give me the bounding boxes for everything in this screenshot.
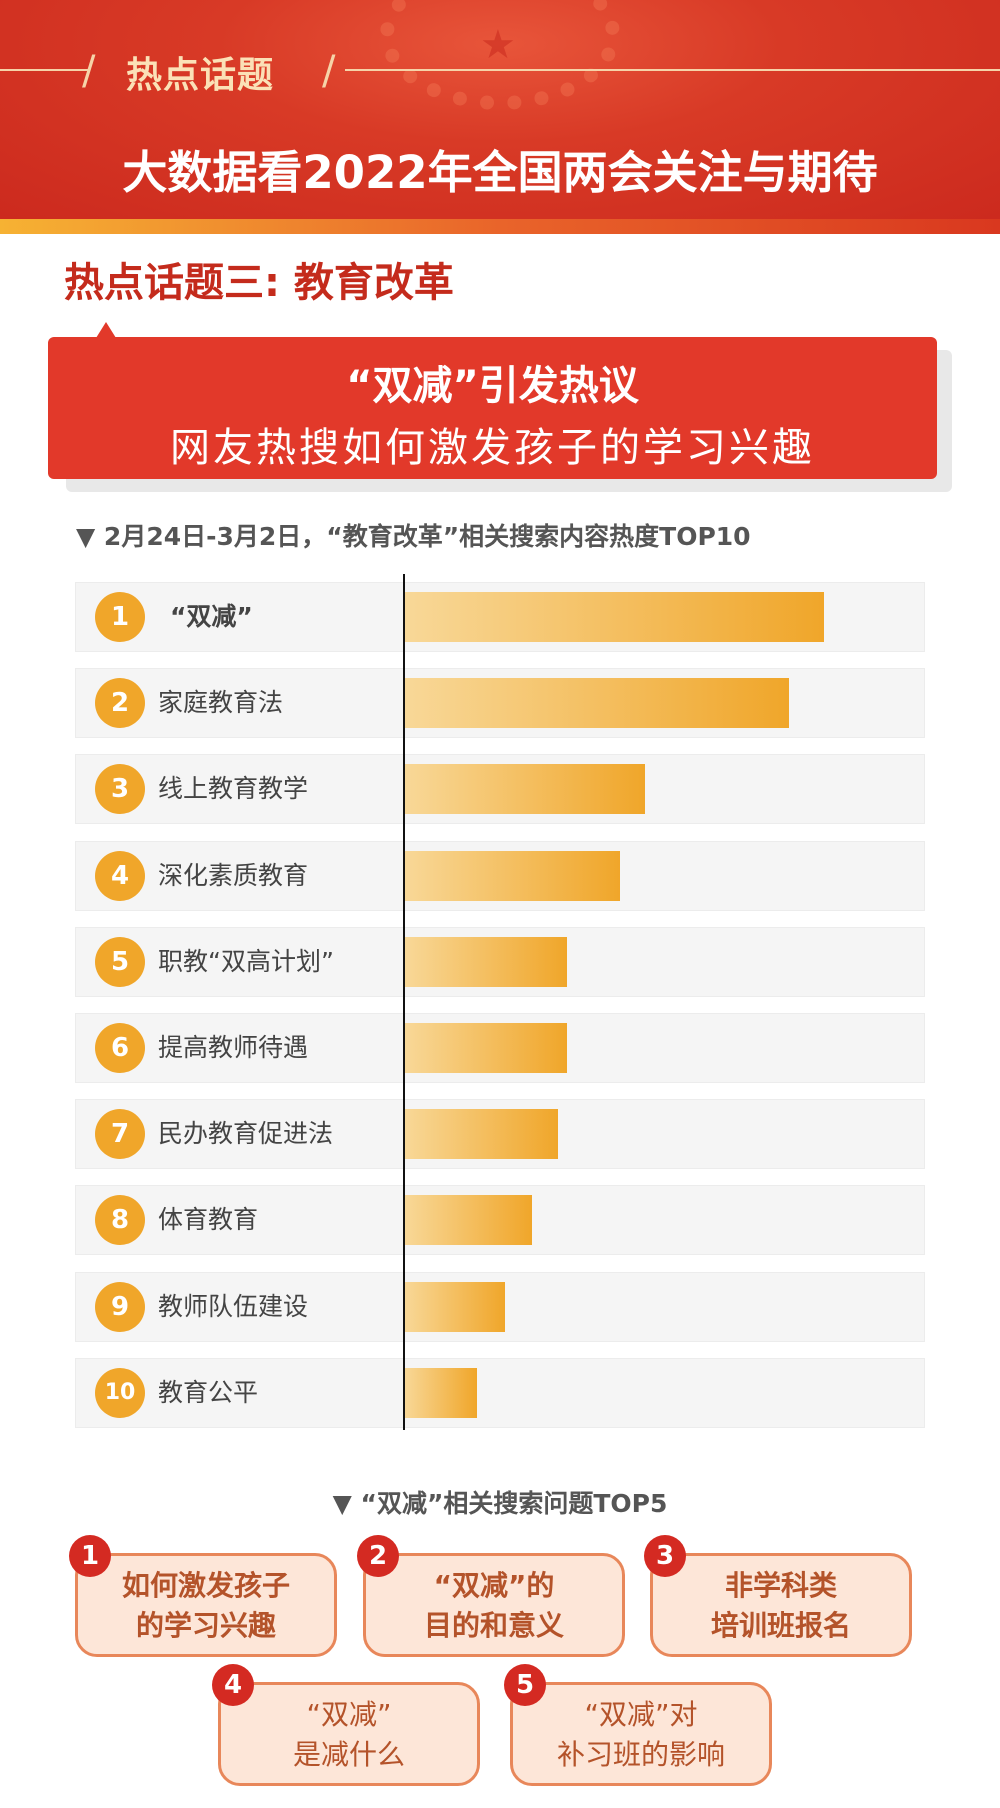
category-label: 家庭教育法 (158, 688, 284, 718)
banner-headline: “双减”引发热议 (346, 363, 639, 409)
rank-badge: 1 (69, 1535, 111, 1577)
bar (404, 1367, 478, 1418)
rank-badge: 3 (644, 1535, 686, 1577)
rank-badge: 4 (212, 1664, 254, 1706)
category-label: 教师队伍建设 (158, 1291, 309, 1321)
rank-badge: 8 (95, 1195, 145, 1246)
bar (404, 592, 824, 642)
category-label: “双减” (170, 602, 253, 631)
question-line: 如何激发孩子 (121, 1569, 290, 1602)
question-card: 非学科类 培训班报名 (650, 1553, 912, 1657)
category-label: 教育公平 (158, 1377, 259, 1407)
category-label: 体育教育 (158, 1205, 259, 1235)
question-line: 的学习兴趣 (135, 1609, 276, 1642)
pointer-triangle (96, 322, 116, 338)
category-label: 线上教育教学 (158, 774, 309, 804)
rank-badge: 7 (95, 1109, 145, 1160)
bar (404, 1109, 559, 1160)
question-line: “双减”对 (584, 1698, 698, 1731)
question-line: 培训班报名 (710, 1609, 851, 1642)
page-title: 大数据看2022年全国两会关注与期待 (122, 146, 878, 199)
question-line: “双减” (306, 1698, 392, 1731)
category-label: 民办教育促进法 (158, 1119, 334, 1149)
question-card: 如何激发孩子 的学习兴趣 (75, 1553, 337, 1657)
question-line: 非学科类 (724, 1569, 837, 1602)
rank-badge: 4 (95, 850, 145, 901)
bar (404, 1023, 567, 1073)
bar (404, 764, 646, 815)
rank-badge: 6 (95, 1023, 145, 1073)
question-line: 是减什么 (292, 1738, 405, 1771)
rank-badge: 3 (95, 764, 145, 815)
question-card: “双减”对补习班的影响 (510, 1682, 772, 1786)
slash-decoration: / (322, 48, 336, 94)
question-card: “双减” 是减什么 (218, 1682, 480, 1786)
rank-badge: 2 (357, 1535, 399, 1577)
topic-heading: 热点话题三: 教育改革 (64, 260, 454, 306)
accent-stripe (0, 219, 1000, 234)
chart-title: ▼ 2月24日-3月2日，“教育改革”相关搜索内容热度TOP10 (76, 522, 751, 551)
rank-badge: 5 (95, 936, 145, 987)
rank-badge: 9 (95, 1281, 145, 1332)
highlight-banner: “双减”引发热议 网友热搜如何激发孩子的学习兴趣 (48, 337, 937, 479)
bar (404, 1195, 533, 1246)
rank-badge: 10 (95, 1367, 145, 1418)
question-card: “双减”的目的和意义 (363, 1553, 625, 1657)
question-line: 目的和意义 (423, 1609, 564, 1642)
bar (404, 850, 620, 901)
banner-subline: 网友热搜如何激发孩子的学习兴趣 (170, 425, 815, 471)
category-label: 深化素质教育 (158, 860, 309, 890)
chart-axis (403, 574, 405, 1430)
header-banner: ★ / 热点话题 / 大数据看2022年全国两会关注与期待 (0, 0, 1000, 219)
rank-badge: 5 (504, 1664, 546, 1706)
slash-decoration: / (82, 48, 96, 94)
category-label: 提高教师待遇 (158, 1033, 309, 1062)
rank-badge: 2 (95, 678, 145, 729)
questions-title: ▼ “双减”相关搜索问题TOP5 (332, 1489, 668, 1518)
question-line: 补习班的影响 (556, 1738, 725, 1771)
bar (404, 678, 790, 729)
rank-badge: 1 (95, 592, 145, 642)
bar (404, 1281, 505, 1332)
question-line: “双减”的 (433, 1569, 555, 1602)
category-label: 职教“双高计划” (158, 946, 334, 976)
chart-row (75, 1357, 925, 1428)
section-tag: 热点话题 (126, 55, 275, 96)
star-icon: ★ (480, 22, 516, 68)
divider-line (345, 69, 1000, 71)
divider-line (0, 69, 90, 71)
bar (404, 936, 567, 987)
